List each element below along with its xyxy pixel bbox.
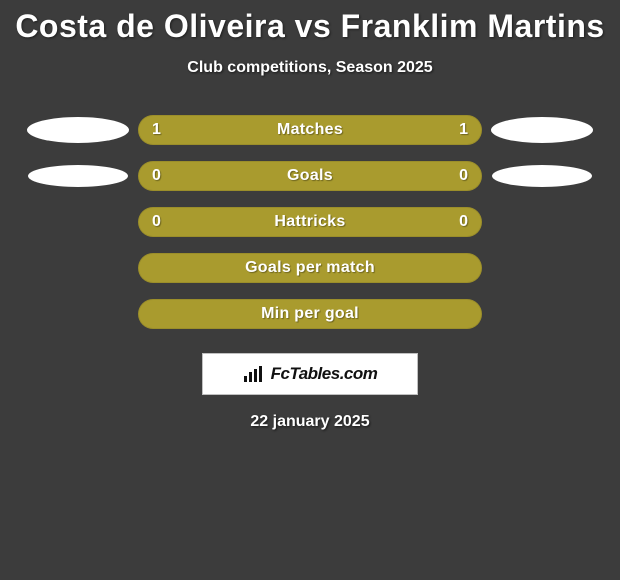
stat-left-value: 0 <box>152 167 161 185</box>
stat-right-value: 1 <box>459 121 468 139</box>
stat-right-value: 0 <box>459 213 468 231</box>
stat-label: Hattricks <box>274 213 345 231</box>
stat-left-value: 0 <box>152 213 161 231</box>
ellipse-icon <box>28 165 128 187</box>
ellipse-icon <box>492 165 592 187</box>
stat-bar-hattricks: 0 Hattricks 0 <box>138 207 482 237</box>
bar-chart-icon <box>243 365 265 383</box>
logo-text: FcTables.com <box>271 364 378 384</box>
stat-bar-mpg: Min per goal <box>138 299 482 329</box>
page-subtitle: Club competitions, Season 2025 <box>0 59 620 77</box>
stat-label: Matches <box>277 121 343 139</box>
stat-label: Goals <box>287 167 333 185</box>
stat-bar-matches: 1 Matches 1 <box>138 115 482 145</box>
right-photo-placeholder-2 <box>482 165 602 187</box>
row-goals: 0 Goals 0 <box>0 153 620 199</box>
stat-right-value: 0 <box>459 167 468 185</box>
left-photo-placeholder-2 <box>18 165 138 187</box>
page-date: 22 january 2025 <box>0 413 620 431</box>
stat-bar-goals: 0 Goals 0 <box>138 161 482 191</box>
row-hattricks: 0 Hattricks 0 <box>0 199 620 245</box>
stat-bar-gpm: Goals per match <box>138 253 482 283</box>
stat-label: Goals per match <box>245 259 375 277</box>
page-title: Costa de Oliveira vs Franklim Martins <box>0 0 620 45</box>
stat-label: Min per goal <box>261 305 359 323</box>
ellipse-icon <box>491 117 593 143</box>
row-min-per-goal: Min per goal <box>0 291 620 337</box>
ellipse-icon <box>27 117 129 143</box>
row-goals-per-match: Goals per match <box>0 245 620 291</box>
stats-rows: 1 Matches 1 0 Goals 0 0 <box>0 107 620 337</box>
row-matches: 1 Matches 1 <box>0 107 620 153</box>
stat-left-value: 1 <box>152 121 161 139</box>
source-logo: FcTables.com <box>202 353 418 395</box>
right-photo-placeholder-1 <box>482 117 602 143</box>
left-photo-placeholder-1 <box>18 117 138 143</box>
